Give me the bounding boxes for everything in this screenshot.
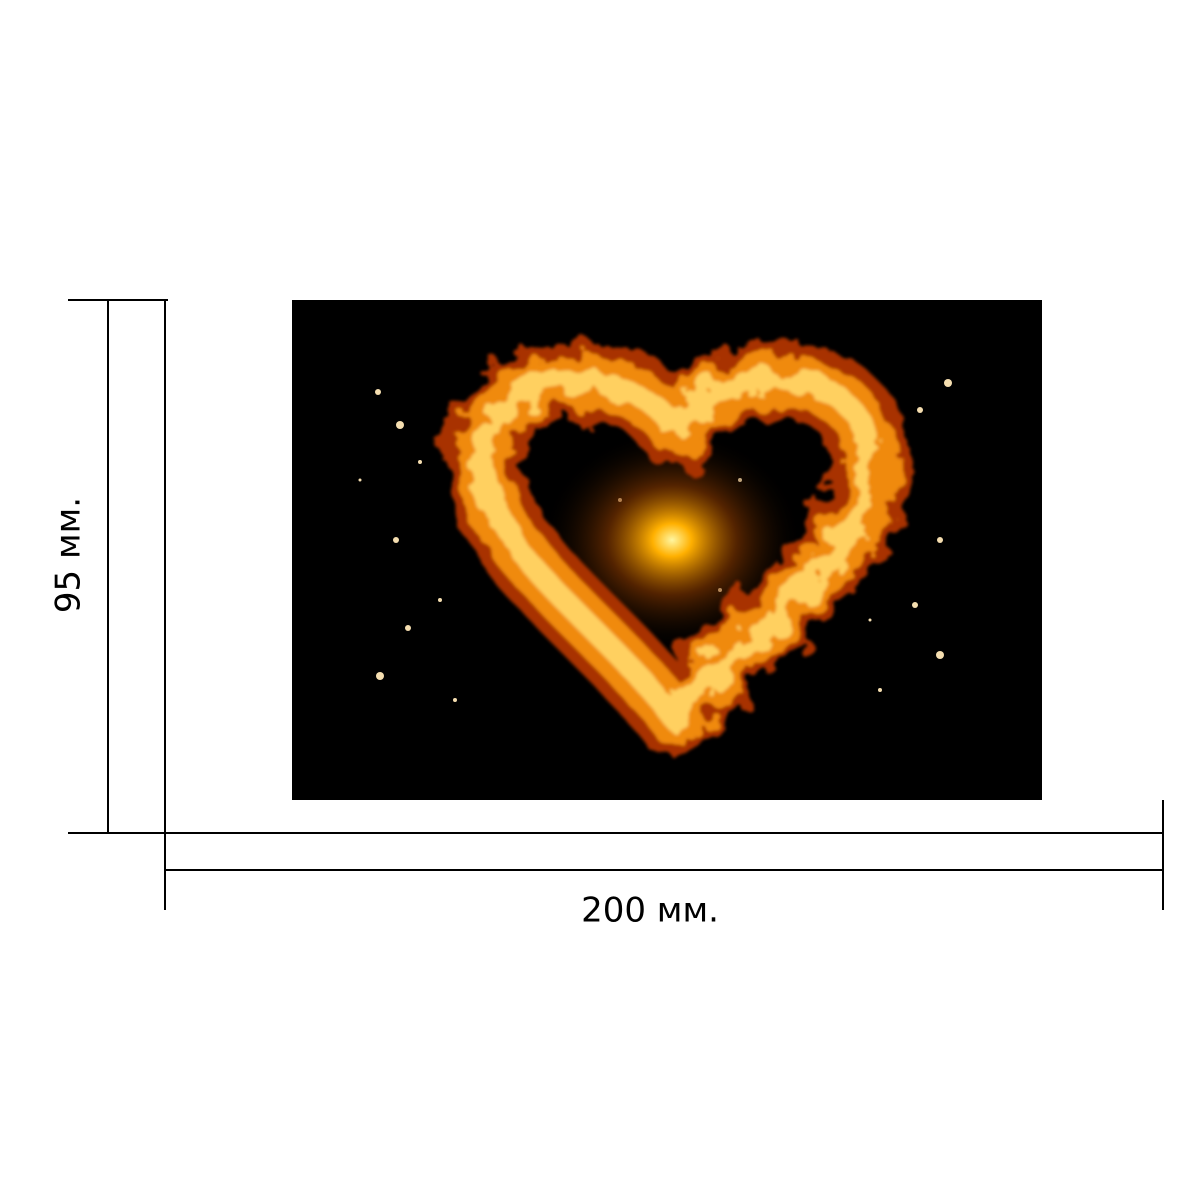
height-label: 95 мм. bbox=[49, 497, 89, 613]
poster bbox=[292, 300, 1042, 800]
stars bbox=[358, 379, 952, 702]
flame-heart bbox=[445, 341, 909, 759]
height-dimension: 95 мм. bbox=[49, 299, 168, 834]
width-label: 200 мм. bbox=[581, 891, 719, 931]
width-dimension: 200 мм. bbox=[164, 800, 1164, 931]
